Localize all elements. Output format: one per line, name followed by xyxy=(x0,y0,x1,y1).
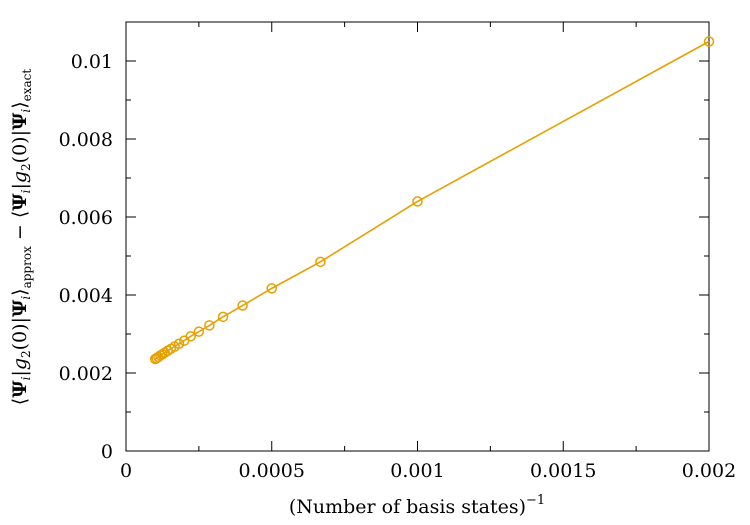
x-axis-title: (Number of basis states)−1 xyxy=(289,493,545,518)
data-point xyxy=(703,36,715,47)
data-point xyxy=(185,331,196,342)
data-point xyxy=(237,300,248,311)
y-tick-label: 0.008 xyxy=(59,129,113,151)
data-point xyxy=(217,311,229,323)
x-tick-label: 0 xyxy=(120,460,132,482)
y-tick-label: 0.01 xyxy=(71,51,113,73)
data-point xyxy=(173,338,185,349)
y-tick-label: 0.004 xyxy=(59,285,113,307)
x-tick-label: 0.0015 xyxy=(530,460,596,482)
series-layer xyxy=(149,36,715,365)
y-tick-label: 0 xyxy=(101,441,113,463)
data-point xyxy=(193,326,205,337)
x-ticks: 0 0.0005 0.001 0.0015 0.002 xyxy=(120,22,736,482)
x-tick-label: 0.0005 xyxy=(239,460,305,482)
data-point xyxy=(157,349,168,360)
data-point xyxy=(266,283,277,294)
y-ticks: 0 0.002 0.004 0.006 0.008 0.01 xyxy=(59,51,709,463)
x-tick-label: 0.002 xyxy=(682,460,736,482)
data-point xyxy=(315,256,326,268)
x-axis-title-text: (Number of basis states) xyxy=(289,496,526,518)
plot-frame xyxy=(125,21,710,452)
data-point xyxy=(204,320,215,331)
y-tick-label: 0.006 xyxy=(59,207,113,229)
x-axis-title-exponent: −1 xyxy=(526,493,545,508)
series-line xyxy=(154,40,710,360)
y-tick-label: 0.002 xyxy=(59,363,113,385)
y-axis-title: ⟨Ψi|g2(0)|Ψi⟩approx − ⟨Ψi|g2(0)|Ψi⟩exact xyxy=(9,69,34,406)
x-tick-label: 0.001 xyxy=(390,460,444,482)
data-point xyxy=(412,196,423,207)
